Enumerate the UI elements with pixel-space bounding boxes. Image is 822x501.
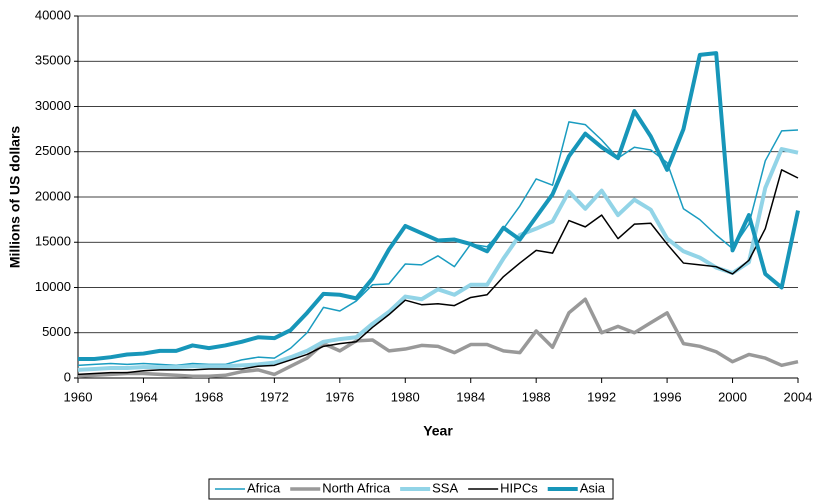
legend: Africa North Africa SSA HIPCs Asia (208, 478, 614, 500)
y-tick-label: 0 (64, 369, 71, 384)
series-line (78, 51, 800, 361)
legend-label: HIPCs (500, 480, 538, 495)
x-tick-label: 1996 (653, 389, 682, 404)
y-tick-label: 40000 (35, 7, 71, 22)
x-tick-label: 1988 (522, 389, 551, 404)
series-line (77, 121, 799, 367)
y-axis-title: Millions of US dollars (7, 126, 23, 269)
y-tick-label: 30000 (35, 98, 71, 113)
x-tick-label: 1972 (260, 389, 289, 404)
y-tick-label: 20000 (35, 188, 71, 203)
legend-label: SSA (432, 480, 458, 495)
y-tick-label: 10000 (35, 279, 71, 294)
x-tick-label: 2004 (784, 389, 813, 404)
legend-label: North Africa (322, 480, 391, 495)
y-tick-label: 5000 (42, 324, 71, 339)
x-tick-label: 2000 (718, 389, 747, 404)
y-tick-label: 25000 (35, 143, 71, 158)
x-tick-label: 1984 (456, 389, 485, 404)
series-line (77, 147, 799, 372)
x-tick-label: 1980 (391, 389, 420, 404)
x-tick-label: 1976 (325, 389, 354, 404)
series-line (77, 297, 799, 378)
x-tick-label: 1968 (194, 389, 223, 404)
x-tick-label: 1964 (129, 389, 158, 404)
x-tick-label: 1992 (587, 389, 616, 404)
y-tick-label: 35000 (35, 53, 71, 68)
legend-label: Africa (247, 480, 281, 495)
y-tick-label: 15000 (35, 234, 71, 249)
series-line (77, 169, 799, 376)
x-tick-label: 1960 (64, 389, 93, 404)
x-axis-title: Year (423, 423, 453, 439)
legend-label: Asia (580, 480, 606, 495)
